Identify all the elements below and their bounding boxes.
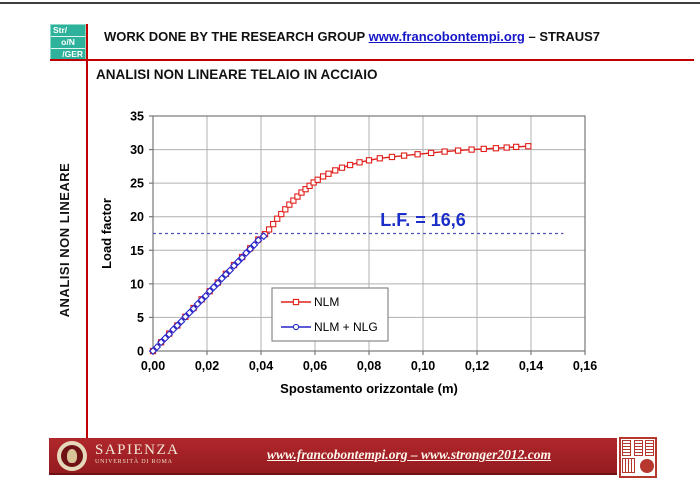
stronger-logo-line: Str/ [51, 25, 85, 37]
svg-text:0,00: 0,00 [141, 359, 165, 373]
chart-legend: NLM NLM + NLG [271, 287, 389, 342]
stamp-glyph [622, 458, 635, 473]
load-factor-chart: 0,00 0,02 0,04 0,06 0,08 0,10 0,12 0,14 0,16 0 5 10… [99, 110, 597, 397]
header-rule-line [50, 59, 694, 61]
svg-text:0,04: 0,04 [249, 359, 273, 373]
svg-text:35: 35 [130, 110, 144, 124]
sapienza-logo-emblem [67, 449, 77, 463]
svg-text:NLM + NLG: NLM + NLG [314, 320, 378, 334]
sapienza-brand-name: SAPIENZA [95, 442, 180, 458]
header-title-prefix: WORK DONE BY THE RESEARCH GROUP [104, 29, 369, 44]
svg-text:0,16: 0,16 [573, 359, 597, 373]
svg-text:0,14: 0,14 [519, 359, 543, 373]
svg-text:0,10: 0,10 [411, 359, 435, 373]
svg-text:25: 25 [130, 177, 144, 191]
header-title: WORK DONE BY THE RESEARCH GROUP www.fran… [104, 29, 600, 44]
svg-text:0,08: 0,08 [357, 359, 381, 373]
stamp-glyph [622, 440, 631, 456]
tick-labels: 0,00 0,02 0,04 0,06 0,08 0,10 0,12 0,14 0,16 0 5 10… [130, 110, 597, 374]
svg-text:15: 15 [130, 244, 144, 258]
svg-text:0,12: 0,12 [465, 359, 489, 373]
fbo-seal-stamp [619, 437, 657, 478]
footer-bar: SAPIENZA UNIVERSITÀ DI ROMA www.francobo… [49, 438, 617, 475]
axis-ticks [149, 115, 586, 355]
svg-text:0,02: 0,02 [195, 359, 219, 373]
sapienza-brand: SAPIENZA UNIVERSITÀ DI ROMA [95, 443, 180, 466]
svg-text:10: 10 [130, 277, 144, 291]
svg-text:5: 5 [137, 311, 144, 325]
x-axis-label: Spostamento orizzontale (m) [280, 381, 458, 396]
stamp-dot [640, 459, 654, 473]
sapienza-logo [57, 441, 87, 471]
lf-annotation: L.F. = 16,6 [380, 210, 466, 230]
stronger-group-logo: Str/ o/N /GER [50, 24, 86, 60]
slide-title: ANALISI NON LINEARE TELAIO IN ACCIAIO [96, 67, 378, 82]
svg-text:30: 30 [130, 143, 144, 157]
stronger-logo-line: o/N [51, 37, 85, 49]
stamp-glyph [633, 440, 643, 456]
svg-text:20: 20 [130, 210, 144, 224]
header-website-link[interactable]: www.francobontempi.org [368, 29, 525, 44]
series-NLM+NLG [148, 232, 268, 356]
footer-websites-link[interactable]: www.francobontempi.org – www.stronger201… [266, 447, 552, 462]
stronger-logo-line: /GER [62, 49, 83, 59]
header-title-suffix: – STRAUS7 [524, 29, 600, 44]
top-border-line [0, 2, 700, 4]
vertical-divider-line [86, 24, 88, 438]
sapienza-brand-subtitle: UNIVERSITÀ DI ROMA [95, 459, 173, 465]
svg-text:0,06: 0,06 [303, 359, 327, 373]
stamp-glyph [645, 440, 654, 456]
svg-text:NLM: NLM [314, 295, 339, 309]
y-axis-label: Load factor [99, 198, 114, 269]
svg-text:0: 0 [137, 345, 144, 359]
sidebar-vertical-title: ANALISI NON LINEARE [57, 162, 72, 318]
